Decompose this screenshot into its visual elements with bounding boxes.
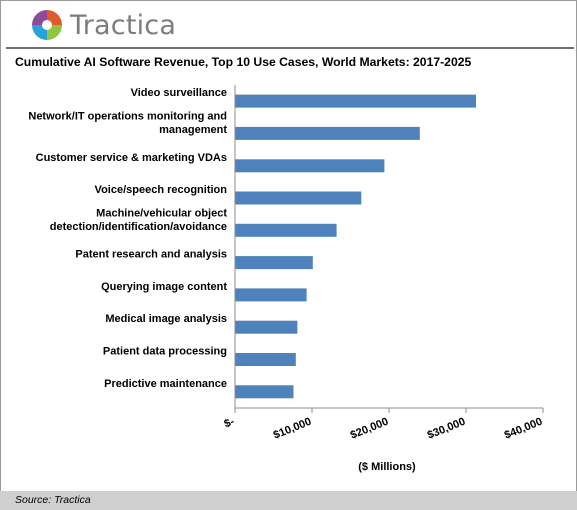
brand-name: Tractica [70,9,177,41]
bar [235,288,307,302]
bar [235,94,476,108]
x-tick-label: $20,000 [349,416,390,442]
category-label: Patent research and analysis [75,249,227,261]
bar [235,159,385,173]
tractica-logo-icon [32,10,62,40]
category-label: Patient data processing [103,346,227,358]
bar [235,320,298,334]
x-tick-label: $30,000 [426,416,467,442]
category-label: management [159,124,227,136]
bar [235,385,294,399]
bar [235,223,337,237]
category-label: Predictive maintenance [104,378,227,390]
bar [235,191,362,205]
source-note: Source: Tractica [15,494,91,506]
chart-title: Cumulative AI Software Revenue, Top 10 U… [15,55,472,69]
x-tick-label: $40,000 [503,416,544,442]
brand-logo: Tractica [30,7,176,43]
chart-area: Video surveillance Network/IT operations … [6,75,568,481]
x-tick-label: $- [223,416,237,431]
x-tick-label: $10,000 [272,416,313,442]
category-label: Machine/vehicular object [96,208,227,220]
category-label: detection/identification/avoidance [50,221,227,233]
category-label: Querying image content [101,281,227,293]
footer-bar: Source: Tractica [0,491,577,510]
header-divider [6,47,574,49]
bar [235,353,296,366]
bar [235,126,420,140]
category-label: Voice/speech recognition [95,184,228,196]
category-label: Video surveillance [131,87,227,99]
category-label: Network/IT operations monitoring and [28,111,227,123]
bar-chart: Video surveillance Network/IT operations … [28,85,544,473]
bar [235,256,313,270]
category-label: Customer service & marketing VDAs [36,152,227,164]
x-axis-title: ($ Millions) [358,461,416,473]
category-label: Medical image analysis [105,313,227,325]
